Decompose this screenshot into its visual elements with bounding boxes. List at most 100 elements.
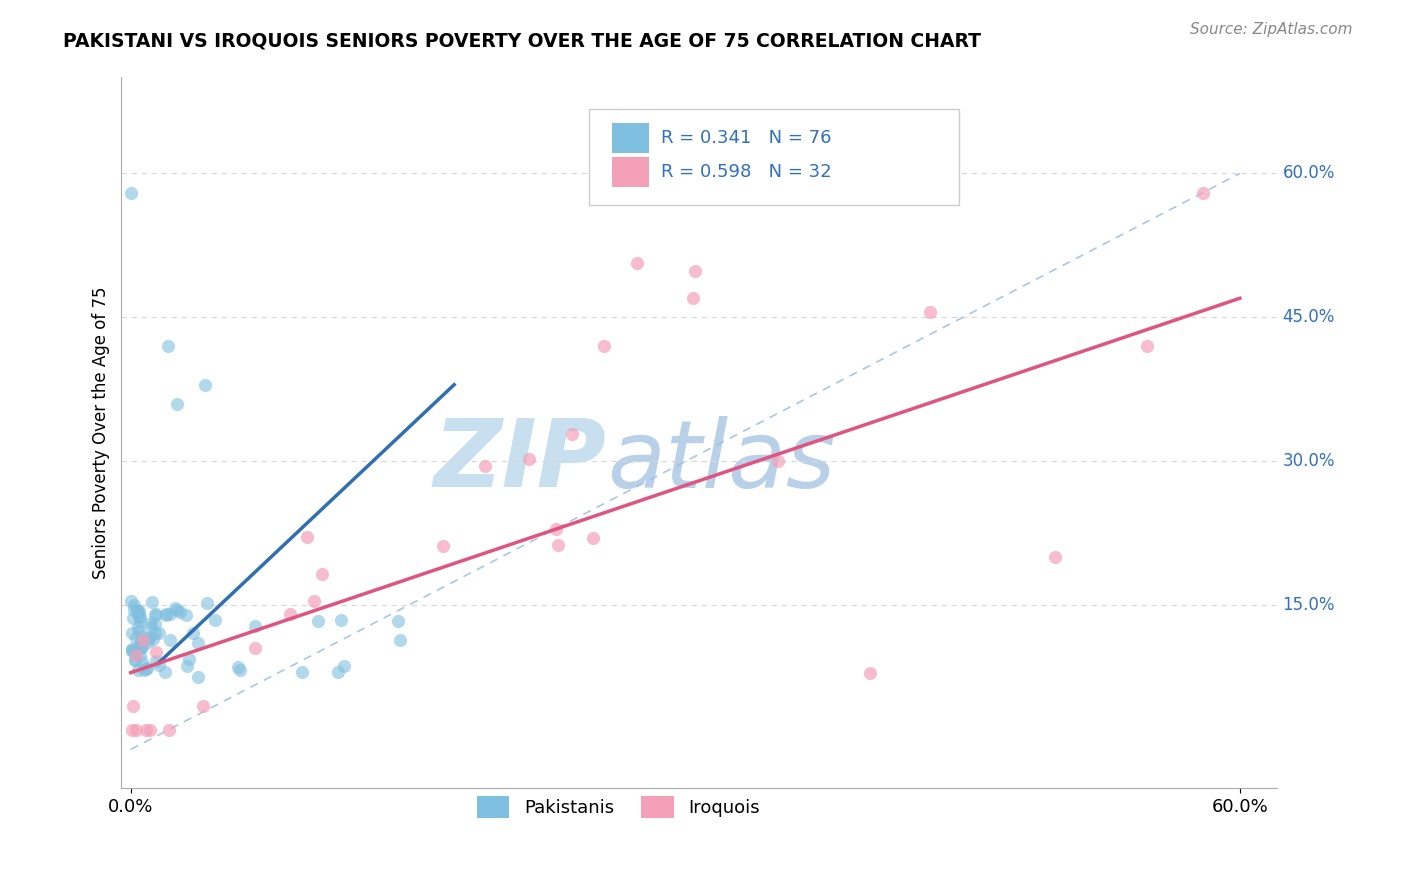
Point: [129, 634, 152, 648]
Point: [138, 630, 160, 644]
Point: [626, 255, 648, 269]
Point: [329, 613, 352, 627]
Text: 15.0%: 15.0%: [1282, 597, 1336, 615]
Point: [127, 620, 149, 634]
Point: [131, 630, 153, 644]
Point: [187, 636, 209, 650]
Point: [193, 698, 215, 713]
Point: [304, 594, 326, 608]
Text: R = 0.341   N = 76: R = 0.341 N = 76: [661, 128, 831, 147]
Point: [159, 632, 181, 647]
Point: [136, 661, 159, 675]
Point: [134, 664, 156, 678]
Bar: [613, 157, 650, 186]
Point: [121, 642, 143, 657]
Text: 60.0%: 60.0%: [1282, 164, 1334, 183]
Text: atlas: atlas: [607, 416, 835, 507]
Point: [143, 616, 166, 631]
Point: [243, 619, 266, 633]
Point: [129, 610, 152, 624]
Point: [122, 603, 145, 617]
Point: [124, 653, 146, 667]
Point: [121, 644, 143, 658]
Point: [226, 660, 249, 674]
Point: [141, 616, 163, 631]
Point: [155, 608, 177, 623]
Point: [128, 615, 150, 629]
Point: [389, 633, 412, 648]
Point: [122, 699, 145, 714]
Point: [229, 663, 252, 677]
Point: [243, 641, 266, 656]
Point: [135, 662, 157, 676]
Y-axis label: Seniors Poverty Over the Age of 75: Seniors Poverty Over the Age of 75: [93, 286, 110, 579]
Point: [291, 665, 314, 679]
Point: [125, 631, 148, 645]
Point: [128, 624, 150, 638]
Point: [169, 606, 191, 620]
Point: [307, 614, 329, 628]
Point: [132, 633, 155, 648]
Point: [145, 654, 167, 668]
Point: [187, 670, 209, 684]
Point: [544, 521, 567, 535]
Point: [136, 634, 159, 648]
Point: [159, 607, 181, 621]
Point: [685, 263, 707, 277]
Point: [179, 652, 201, 666]
Point: [153, 665, 176, 680]
Point: [124, 645, 146, 659]
Point: [194, 377, 217, 392]
Point: [145, 645, 167, 659]
Text: 45.0%: 45.0%: [1282, 309, 1334, 326]
Point: [128, 604, 150, 618]
FancyBboxPatch shape: [589, 110, 959, 205]
Point: [181, 625, 204, 640]
Point: [326, 665, 349, 679]
Point: [131, 655, 153, 669]
Point: [295, 530, 318, 544]
Point: [129, 639, 152, 653]
Point: [127, 664, 149, 678]
Point: [128, 609, 150, 624]
Point: [139, 723, 162, 738]
Point: [145, 626, 167, 640]
Point: [121, 611, 143, 625]
Point: [1043, 550, 1066, 565]
Point: [1192, 186, 1215, 200]
Point: [311, 567, 333, 582]
Point: [120, 593, 142, 607]
Point: [120, 186, 142, 200]
Point: [136, 632, 159, 647]
Point: [166, 603, 188, 617]
Point: [141, 595, 163, 609]
Point: [155, 607, 177, 621]
Point: [156, 339, 179, 353]
Point: [766, 454, 789, 468]
Point: [121, 723, 143, 738]
Point: [148, 657, 170, 672]
Point: [124, 653, 146, 667]
Point: [387, 615, 409, 629]
Point: [163, 601, 186, 615]
Point: [129, 641, 152, 656]
Point: [129, 633, 152, 648]
Point: [195, 596, 218, 610]
Point: [135, 723, 157, 738]
Point: [121, 642, 143, 657]
Text: Source: ZipAtlas.com: Source: ZipAtlas.com: [1189, 22, 1353, 37]
Point: [143, 607, 166, 622]
Point: [125, 648, 148, 663]
Point: [157, 723, 180, 738]
Point: [859, 665, 882, 680]
Point: [148, 626, 170, 640]
Point: [131, 640, 153, 654]
Point: [127, 605, 149, 619]
Point: [1136, 339, 1159, 353]
Point: [547, 538, 569, 552]
Point: [593, 339, 616, 353]
Point: [332, 659, 354, 673]
Point: [145, 607, 167, 622]
Point: [918, 305, 941, 319]
Point: [139, 620, 162, 634]
